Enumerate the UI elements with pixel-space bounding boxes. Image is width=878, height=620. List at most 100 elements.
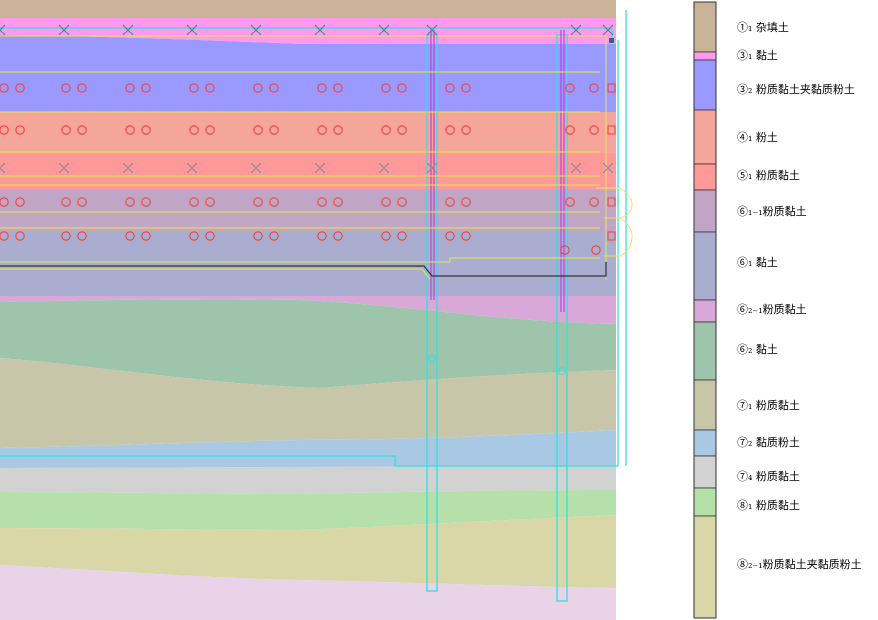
anchor-circle <box>15 197 25 207</box>
stratum-band <box>0 299 616 388</box>
anchor-circle <box>317 125 327 135</box>
base-slab-line <box>0 262 607 277</box>
yellow-line <box>0 257 600 263</box>
anchor-square <box>607 197 616 207</box>
anchor-circle <box>253 197 263 207</box>
legend-label: ④₁ 粉土 <box>737 131 778 144</box>
strut-cross <box>122 24 134 36</box>
anchor-circle <box>253 83 263 93</box>
strut-cross <box>602 162 614 174</box>
anchor-circle <box>461 83 471 93</box>
anchor-circle <box>333 83 343 93</box>
strut-cross <box>186 162 198 174</box>
legend-label: ⑦₄ 粉质黏土 <box>737 470 800 483</box>
base-slab-inner <box>0 268 431 280</box>
legend-swatch <box>693 321 717 381</box>
anchor-circle <box>0 83 9 93</box>
anchor-circle <box>333 197 343 207</box>
anchor-marks <box>0 24 616 375</box>
strut-cross <box>426 24 438 36</box>
legend-swatch <box>693 299 717 323</box>
strut-cross <box>378 24 390 36</box>
outer-wall-outline <box>0 35 607 280</box>
anchor-circle <box>381 197 391 207</box>
legend-swatch <box>693 515 717 619</box>
bracket-shape <box>596 187 633 219</box>
anchor-circle <box>189 197 199 207</box>
pile-right <box>556 34 568 602</box>
legend-label: ③₁ 黏土 <box>737 49 778 62</box>
stratum-band <box>0 112 616 153</box>
anchor-circle <box>269 125 279 135</box>
stratum-band <box>0 430 616 468</box>
anchor-circle <box>381 231 391 241</box>
anchor-circle <box>565 125 575 135</box>
stratum-band <box>0 358 616 448</box>
strut-cross <box>570 24 582 36</box>
anchor-circle <box>317 197 327 207</box>
anchor-circle <box>317 83 327 93</box>
strut-cross <box>602 24 614 36</box>
anchor-circle <box>125 231 135 241</box>
anchor-circle <box>15 83 25 93</box>
anchor-square <box>607 231 616 241</box>
legend-swatch <box>693 487 717 517</box>
legend-label: ⑦₁ 粉质黏土 <box>737 399 800 412</box>
anchor-circle <box>61 125 71 135</box>
anchor-circle <box>461 125 471 135</box>
anchor-circle <box>269 231 279 241</box>
anchor-circle <box>189 231 199 241</box>
anchor-circle <box>269 197 279 207</box>
legend-label: ⑧₂₋₁粉质黏土夹黏质粉土 <box>737 558 862 571</box>
strut-cross <box>0 167 6 174</box>
anchor-circle <box>381 83 391 93</box>
legend-swatch <box>693 109 717 165</box>
anchor-circle <box>445 197 455 207</box>
anchor-circle <box>125 125 135 135</box>
anchor-circle <box>61 197 71 207</box>
anchor-circle <box>77 125 87 135</box>
anchor-circle <box>333 231 343 241</box>
strut-cross <box>314 24 326 36</box>
anchor-circle <box>77 231 87 241</box>
stratum-band <box>0 490 616 530</box>
excavation-outline <box>0 27 613 40</box>
anchor-circle <box>253 231 263 241</box>
anchor-circle <box>565 83 575 93</box>
strut-cross <box>0 162 6 169</box>
anchor-circle <box>589 83 599 93</box>
anchor-circle <box>565 197 575 207</box>
stratum-band <box>0 153 616 190</box>
legend <box>693 1 717 619</box>
bracket-shape <box>604 217 633 257</box>
anchor-circle <box>205 125 215 135</box>
anchor-circle <box>397 125 407 135</box>
anchor-circle <box>141 231 151 241</box>
anchor-circle <box>461 231 471 241</box>
stratum-band <box>0 190 616 232</box>
legend-swatch <box>693 189 717 233</box>
legend-swatch <box>693 1 717 53</box>
marker-dot <box>609 38 614 43</box>
anchor-circle <box>141 197 151 207</box>
legend-frame <box>693 1 717 619</box>
anchor-circle <box>253 125 263 135</box>
legend-swatch <box>693 379 717 431</box>
anchor-circle <box>333 125 343 135</box>
stratum-band <box>0 565 616 620</box>
anchor-circle <box>77 83 87 93</box>
strut-cross <box>250 24 262 36</box>
legend-swatch <box>693 231 717 301</box>
anchor-circle <box>141 83 151 93</box>
stratum-band <box>0 18 616 44</box>
strut-cross <box>0 29 6 36</box>
anchor-circle <box>61 83 71 93</box>
anchor-circle <box>125 197 135 207</box>
anchor-circle <box>205 197 215 207</box>
strut-cross <box>58 24 70 36</box>
anchor-circle <box>445 231 455 241</box>
legend-label: ⑥₂₋₁粉质黏土 <box>737 303 807 316</box>
legend-label: ⑥₂ 黏土 <box>737 343 778 356</box>
anchor-circle <box>125 83 135 93</box>
